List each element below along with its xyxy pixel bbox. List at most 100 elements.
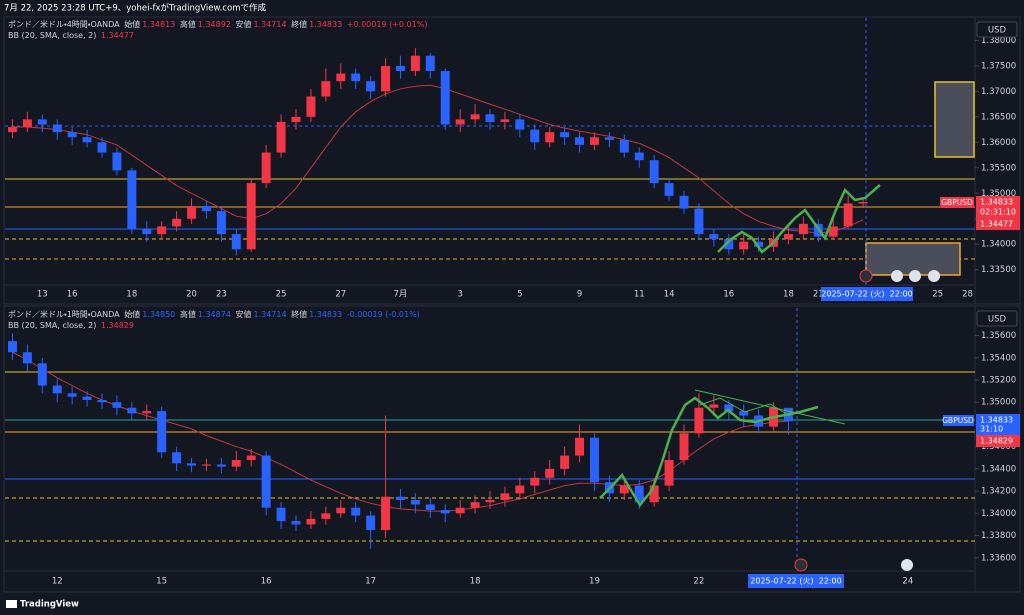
x-tick-label: 15	[156, 577, 167, 587]
indicator-tag-label: 1.34829	[980, 437, 1013, 446]
indicator-line	[12, 351, 789, 512]
price-tag	[976, 414, 1020, 435]
candle-body	[231, 460, 241, 467]
candle-body	[575, 137, 585, 145]
candle-body	[291, 116, 301, 122]
candle-body	[381, 65, 391, 92]
candle-body	[351, 507, 361, 516]
candle-body	[187, 463, 197, 466]
candle-body	[455, 119, 465, 125]
chart-header: ポンド／米ドル・1時間・OANDA 始値 1.34850 高値 1.34874 安値…	[8, 309, 422, 331]
y-tick-label: 1.37500	[981, 61, 1016, 71]
x-tick-label: 16	[723, 290, 734, 300]
candle-body	[261, 152, 271, 184]
crosshair-label: 2025-07-22 (火) 22:00	[821, 290, 912, 299]
ohlc-label: 高値	[179, 20, 196, 29]
candle-body	[798, 223, 808, 235]
currency-button[interactable]	[976, 21, 1018, 38]
indicator-tag-label: 1.34477	[980, 220, 1013, 229]
candle-body	[530, 129, 540, 143]
currency-label[interactable]: USD	[988, 26, 1007, 36]
event-icon	[909, 270, 921, 282]
candle-body	[22, 119, 32, 128]
candle-body	[515, 485, 525, 494]
trend-line	[699, 397, 791, 417]
candle-body	[843, 203, 853, 227]
candle-body	[366, 515, 376, 530]
zone-box	[865, 242, 961, 276]
candle-body	[67, 132, 77, 138]
candle-body	[127, 170, 137, 229]
x-tick-label: 14	[664, 290, 675, 300]
x-tick-label: 23	[216, 290, 227, 300]
y-tick-label: 1.35600	[981, 331, 1016, 341]
y-tick-label: 1.35500	[981, 163, 1016, 173]
countdown: 02:31:10	[980, 208, 1016, 217]
candle-body	[172, 218, 182, 227]
last-price: 1.34833	[980, 416, 1013, 425]
drawings	[5, 18, 975, 571]
candle-body	[455, 507, 465, 514]
candle-body	[589, 437, 599, 483]
candle-body	[410, 500, 420, 505]
candle-body	[560, 132, 570, 138]
candle-body	[783, 234, 793, 240]
candle-body	[634, 152, 644, 161]
x-tick-label: 28	[962, 290, 973, 300]
ohlc-label: 始値	[124, 310, 141, 319]
chart-header: ポンド／米ドル・4時間・OANDA 始値 1.34813 高値 1.34892 安値…	[8, 19, 429, 41]
candle-body	[634, 485, 644, 503]
y-tick-label: 1.36500	[981, 112, 1016, 122]
ohlc-value: 1.34813	[142, 20, 176, 29]
caption: 7月 22, 2025 23:28 UTC+9、yohei-fxがTrading…	[4, 3, 266, 14]
symbol: ポンド／米ドル・1時間・OANDA	[8, 310, 120, 319]
x-tick-label: 9	[577, 290, 582, 300]
x-tick-label: 20	[186, 290, 197, 300]
candle-body	[246, 455, 256, 460]
y-tick-label: 1.34600	[981, 442, 1016, 452]
x-tick-label: 7月	[394, 290, 408, 300]
candle-body	[828, 226, 838, 237]
ohlc-value: 1.34714	[253, 310, 287, 319]
symbol-tag	[943, 415, 974, 426]
trend-line	[694, 389, 846, 425]
candle-body	[216, 464, 226, 467]
candle-body	[470, 114, 480, 120]
indicator-name: BB (20, SMA, close, 2)	[8, 31, 97, 40]
ohlc-row: ポンド／米ドル・1時間・OANDA 始値 1.34850 高値 1.34874 安値…	[8, 309, 422, 320]
candle-body	[276, 121, 286, 153]
candle-body	[351, 73, 361, 82]
candle-body	[201, 206, 211, 212]
indicator-row: BB (20, SMA, close, 2) 1.34477	[8, 30, 429, 41]
ohlc-label: 安値	[235, 20, 252, 29]
ohlc-label: 安値	[235, 310, 252, 319]
currency-button[interactable]	[976, 310, 1018, 327]
footer-brand: TradingView	[20, 600, 79, 610]
candle-body	[604, 137, 614, 140]
candle-body	[739, 241, 749, 250]
x-tick-label: 12	[52, 577, 63, 587]
y-tick-label: 1.35000	[981, 189, 1016, 199]
candle-body	[231, 234, 241, 250]
candle-body	[22, 352, 32, 364]
y-tick-label: 1.34200	[981, 487, 1016, 497]
candle-body	[649, 485, 659, 503]
event-icon	[901, 559, 913, 571]
price-tag	[976, 196, 1020, 218]
x-tick-label: 18	[126, 290, 137, 300]
y-tick-label: 1.35000	[981, 398, 1016, 408]
change: -0.00019 (-0.01%)	[346, 310, 420, 319]
crosshair-label: 2025-07-22 (火) 22:00	[750, 577, 841, 586]
indicator-line	[12, 84, 864, 234]
ohlc-label: 終値	[291, 20, 308, 29]
currency-label[interactable]: USD	[988, 315, 1007, 325]
candle-body	[545, 468, 555, 478]
x-tick-label: 24	[902, 577, 913, 587]
y-tick-label: 1.33600	[981, 553, 1016, 563]
candle-body	[7, 127, 17, 133]
x-tick-label: 27	[335, 290, 346, 300]
candle-body	[52, 385, 62, 394]
candle-body	[127, 407, 137, 414]
